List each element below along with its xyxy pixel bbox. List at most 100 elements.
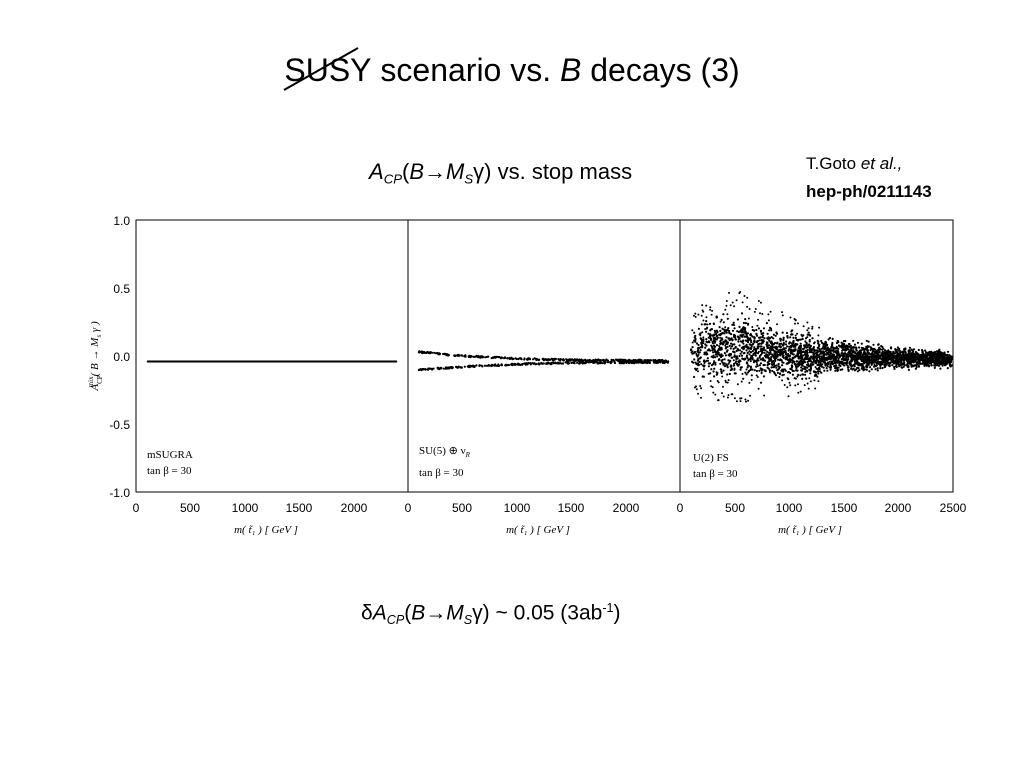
u2fs-data-point	[808, 377, 811, 380]
su5-data-point	[430, 367, 433, 370]
u2fs-data-point	[719, 336, 722, 339]
u2fs-data-point	[789, 352, 792, 354]
u2fs-data-point	[730, 364, 732, 367]
u2fs-data-point	[724, 379, 727, 382]
u2fs-data-point	[722, 385, 724, 388]
su5-data-point	[475, 355, 478, 358]
u2fs-data-point	[756, 357, 759, 360]
u2fs-data-point	[849, 355, 852, 358]
u2fs-data-point	[693, 386, 696, 389]
u2fs-data-point	[823, 369, 826, 372]
u2fs-data-point	[729, 347, 732, 350]
u2fs-data-point	[797, 391, 800, 394]
u2fs-data-point	[789, 371, 792, 374]
u2fs-data-point	[771, 353, 774, 356]
su5-data-point	[662, 360, 666, 363]
u2fs-data-point	[826, 361, 830, 364]
u2fs-data-point	[817, 334, 820, 337]
u2fs-data-point	[865, 339, 868, 342]
u2fs-data-point	[851, 359, 854, 362]
u2fs-data-point	[748, 343, 751, 346]
u2fs-data-point	[700, 363, 703, 366]
u2fs-data-point	[879, 354, 883, 357]
su5-data-point	[546, 362, 549, 365]
u2fs-data-point	[884, 352, 887, 355]
u2fs-data-point	[740, 350, 743, 353]
su5-data-point	[487, 355, 490, 358]
u2fs-data-point	[698, 360, 701, 363]
su5-data-point	[490, 357, 493, 360]
su5-data-point	[538, 358, 541, 361]
u2fs-data-point	[774, 357, 777, 360]
u2fs-data-point	[801, 377, 804, 380]
su5-data-point	[521, 362, 524, 366]
u2fs-data-point	[825, 367, 828, 370]
u2fs-data-point	[748, 308, 751, 310]
su5-data-point	[500, 356, 503, 359]
u2fs-data-point	[851, 357, 854, 360]
u2fs-data-point	[807, 387, 810, 390]
su5-data-point	[532, 358, 535, 361]
u2fs-data-point	[794, 377, 797, 380]
u2fs-data-point	[879, 361, 882, 365]
u2fs-data-point	[724, 354, 728, 357]
u2fs-data-point	[722, 395, 725, 398]
u2fs-data-point	[881, 356, 885, 359]
u2fs-data-point	[705, 316, 708, 319]
u2fs-data-point	[707, 340, 710, 343]
u2fs-data-point	[749, 368, 753, 371]
u2fs-data-point	[822, 345, 825, 348]
u2fs-data-point	[801, 367, 805, 370]
u2fs-data-point	[895, 363, 898, 366]
u2fs-data-point	[750, 357, 753, 360]
u2fs-data-point	[733, 305, 736, 308]
u2fs-data-point	[764, 349, 767, 352]
u2fs-data-point	[754, 308, 757, 310]
u2fs-data-point	[776, 351, 779, 354]
u2fs-data-point	[746, 305, 749, 308]
su5-data-point	[629, 360, 632, 363]
u2fs-data-point	[781, 331, 784, 334]
u2fs-data-point	[808, 365, 811, 368]
su5-data-point	[475, 364, 478, 367]
u2fs-data-point	[706, 357, 709, 360]
u2fs-data-point	[759, 330, 763, 333]
su5-data-point	[533, 362, 536, 365]
u2fs-data-point	[716, 352, 719, 356]
u2fs-data-point	[824, 342, 827, 345]
u2fs-data-point	[928, 352, 931, 355]
u2fs-data-point	[801, 335, 804, 338]
su5-data-point	[517, 357, 520, 361]
u2fs-data-point	[751, 354, 754, 358]
panel-tanb-label: tan β = 30	[147, 465, 192, 477]
u2fs-data-point	[906, 359, 909, 362]
u2fs-data-point	[876, 349, 879, 352]
u2fs-data-point	[798, 361, 801, 364]
u2fs-data-point	[726, 313, 729, 316]
u2fs-data-point	[840, 352, 844, 355]
u2fs-data-point	[760, 342, 763, 345]
u2fs-data-point	[844, 358, 847, 361]
su5-data-point	[597, 362, 600, 365]
u2fs-data-point	[705, 359, 708, 362]
u2fs-data-point	[943, 359, 946, 362]
u2fs-data-point	[828, 336, 832, 340]
panel-model-label: U(2) FS	[693, 452, 729, 464]
u2fs-data-point	[723, 330, 726, 333]
su5-data-point	[526, 362, 530, 365]
u2fs-data-point	[770, 366, 773, 369]
su5-data-point	[552, 361, 555, 364]
u2fs-data-point	[707, 349, 710, 352]
u2fs-data-point	[898, 360, 901, 363]
su5-data-point	[450, 365, 453, 369]
u2fs-data-point	[805, 355, 808, 358]
u2fs-data-point	[901, 350, 904, 353]
u2fs-data-point	[736, 348, 739, 351]
u2fs-data-point	[908, 346, 912, 349]
u2fs-data-point	[866, 351, 869, 354]
u2fs-data-point	[762, 340, 765, 343]
u2fs-data-point	[697, 313, 700, 316]
u2fs-data-point	[924, 356, 927, 359]
u2fs-data-point	[722, 340, 725, 343]
u2fs-data-point	[752, 348, 756, 351]
